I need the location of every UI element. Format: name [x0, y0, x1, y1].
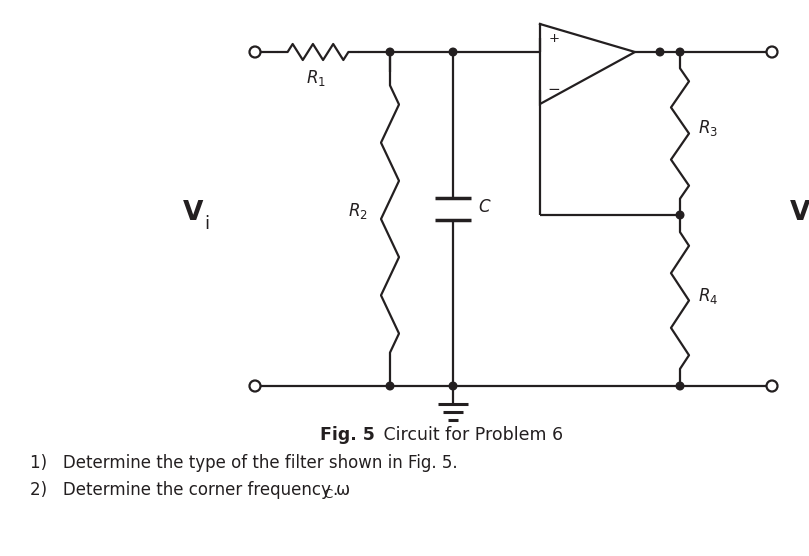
Text: Fig. 5: Fig. 5 — [320, 426, 375, 444]
Text: $C$: $C$ — [478, 198, 492, 216]
Circle shape — [386, 48, 394, 56]
Text: $\mathsf{i}$: $\mathsf{i}$ — [205, 215, 210, 233]
Text: 2)   Determine the corner frequency ω: 2) Determine the corner frequency ω — [30, 481, 350, 499]
Circle shape — [386, 382, 394, 390]
Circle shape — [656, 48, 664, 56]
Text: −: − — [548, 82, 561, 97]
Circle shape — [676, 211, 684, 219]
Text: $R_3$: $R_3$ — [698, 118, 718, 138]
Text: $\mathbf{V}$: $\mathbf{V}$ — [789, 200, 809, 226]
Circle shape — [449, 382, 457, 390]
Text: $R_2$: $R_2$ — [348, 201, 368, 221]
Text: +: + — [549, 32, 560, 44]
Circle shape — [676, 382, 684, 390]
Text: 1)   Determine the type of the filter shown in Fig. 5.: 1) Determine the type of the filter show… — [30, 454, 458, 472]
Text: $\mathbf{V}$: $\mathbf{V}$ — [182, 200, 204, 226]
Text: $R_4$: $R_4$ — [698, 285, 718, 305]
Text: C: C — [323, 488, 332, 500]
Text: Circuit for Problem 6: Circuit for Problem 6 — [378, 426, 563, 444]
Circle shape — [449, 48, 457, 56]
Circle shape — [676, 48, 684, 56]
Text: $\mathsf{o}$: $\mathsf{o}$ — [808, 215, 809, 233]
Text: .: . — [332, 481, 337, 499]
Text: $R_1$: $R_1$ — [306, 68, 326, 88]
